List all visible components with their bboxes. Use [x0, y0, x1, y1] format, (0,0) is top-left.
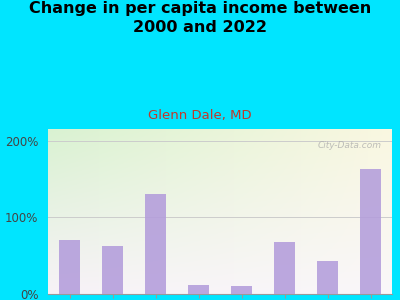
Bar: [188, 285, 209, 294]
Text: City-Data.com: City-Data.com: [318, 140, 382, 149]
Bar: [317, 261, 338, 294]
Bar: [274, 242, 295, 294]
Bar: [145, 194, 166, 294]
Bar: [59, 240, 80, 294]
Text: Change in per capita income between
2000 and 2022: Change in per capita income between 2000…: [29, 2, 371, 35]
Bar: [360, 169, 381, 294]
Bar: [102, 246, 123, 294]
Bar: [231, 286, 252, 294]
Text: Glenn Dale, MD: Glenn Dale, MD: [148, 110, 252, 122]
